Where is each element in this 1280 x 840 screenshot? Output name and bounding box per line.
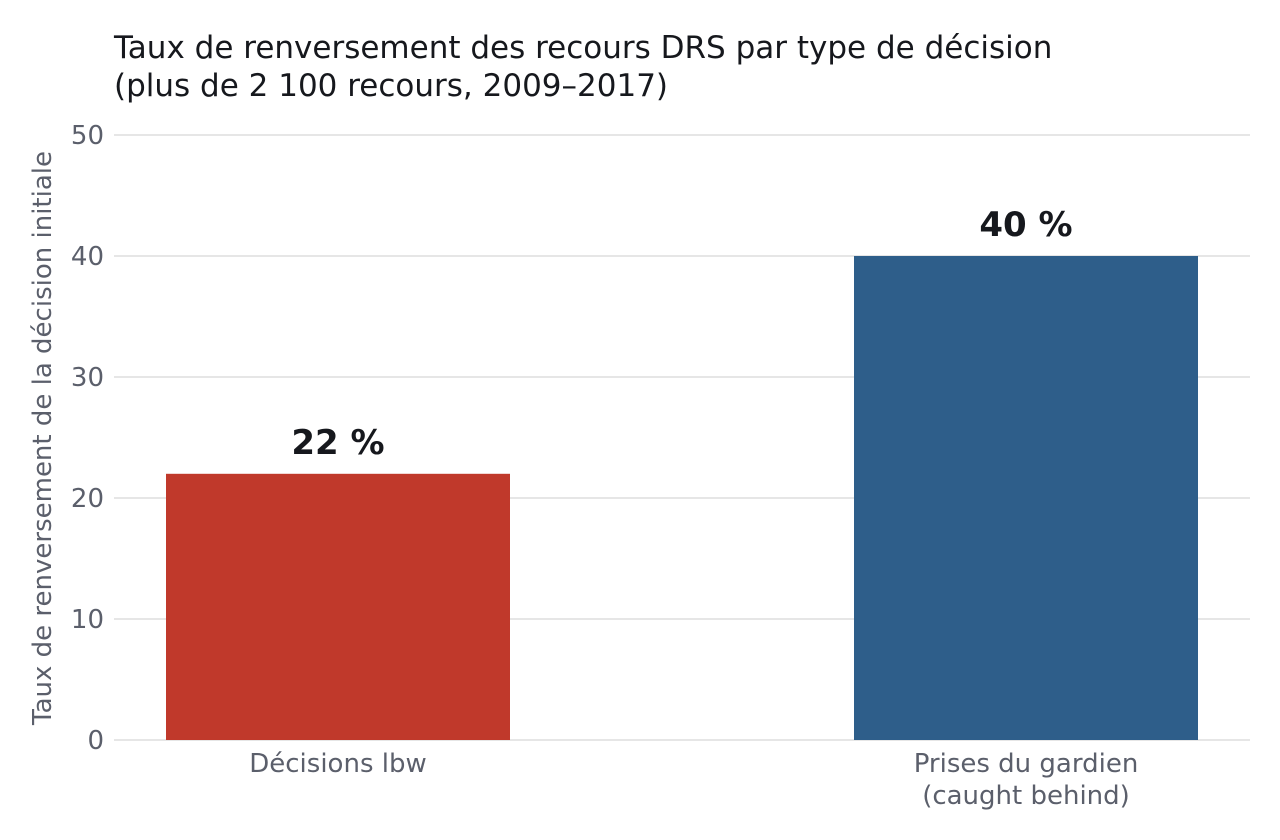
label-layer: 0 10 20 30 40 50 22 % Décisions lbw 40 % Prises d… (71, 121, 1138, 811)
chart-title-line-2: (plus de 2 100 recours, 2009–2017) (114, 68, 668, 104)
y-tick-label: 40 (71, 242, 104, 272)
chart-title-line-1: Taux de renversement des recours DRS par… (113, 30, 1052, 66)
x-tick-label: Prises du gardien (914, 749, 1139, 779)
y-tick-label: 50 (71, 121, 104, 151)
chart-title: Taux de renversement des recours DRS par… (113, 30, 1052, 104)
y-tick-label: 30 (71, 363, 104, 393)
y-tick-label: 0 (87, 726, 104, 756)
y-tick-label: 10 (71, 605, 104, 635)
x-tick-label: (caught behind) (922, 781, 1130, 811)
bar-0 (166, 473, 510, 740)
y-axis-title: Taux de renversement de la décision init… (28, 151, 58, 726)
bar-data-label: 40 % (979, 205, 1072, 245)
y-tick-label: 20 (71, 484, 104, 514)
x-tick-label: Décisions lbw (249, 749, 427, 779)
bar-layer (166, 256, 1198, 740)
bar-1 (854, 256, 1198, 740)
bar-data-label: 22 % (291, 423, 384, 463)
